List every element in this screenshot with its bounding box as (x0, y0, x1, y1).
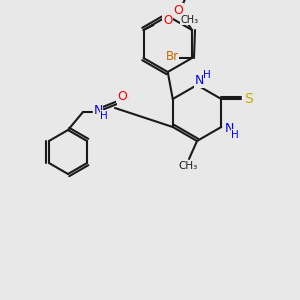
Text: O: O (118, 92, 128, 106)
Text: O: O (117, 89, 127, 103)
Text: CH₃: CH₃ (181, 15, 199, 25)
Text: S: S (244, 92, 253, 106)
Text: Br: Br (165, 50, 178, 64)
Text: H: H (203, 70, 211, 80)
Text: O: O (163, 14, 172, 26)
Text: N: N (194, 74, 204, 88)
Text: N: N (225, 122, 234, 136)
Text: H: H (100, 111, 108, 121)
Text: N: N (93, 103, 103, 116)
Text: H: H (231, 130, 239, 140)
Text: CH₃: CH₃ (178, 161, 198, 171)
Text: O: O (173, 4, 183, 16)
